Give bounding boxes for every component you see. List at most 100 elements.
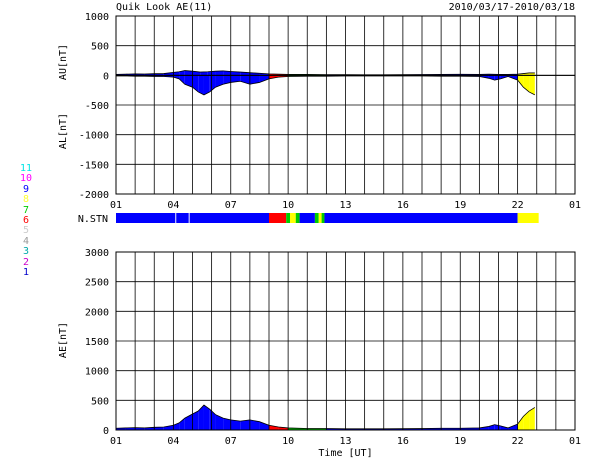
y-tick-label: -500 (85, 101, 109, 112)
ae-area (517, 416, 524, 430)
y-tick-label: 1000 (85, 367, 109, 378)
ae-area (163, 425, 174, 430)
x-tick-label: 13 (339, 436, 351, 447)
au-al-marks (115, 70, 536, 96)
y-tick-label: -2000 (79, 190, 109, 201)
station-legend-entry: 6 (22, 215, 30, 227)
au-area (230, 71, 241, 76)
ae-area (230, 419, 241, 430)
al-area (249, 75, 260, 85)
x-tick-label: 10 (282, 436, 294, 447)
ae-area (192, 411, 199, 430)
ae-area-outline (115, 404, 536, 430)
au-area (215, 70, 224, 76)
x-tick-label: 01 (110, 200, 122, 211)
plot-frame (115, 15, 576, 195)
y-tick-label: 3000 (85, 248, 109, 259)
al-area (184, 75, 193, 88)
station-legend-entry: 9 (22, 183, 30, 195)
au-axis-label: AU[nT] (58, 44, 69, 80)
x-tick-label: 13 (339, 200, 351, 211)
y-tick-label: 0 (103, 71, 109, 82)
al-area-outline (116, 75, 536, 96)
x-axis-label: Time [UT] (318, 448, 372, 459)
ae-area (223, 418, 231, 430)
ae-area (215, 414, 224, 430)
au-area (223, 70, 231, 76)
al-area (215, 75, 224, 88)
y-tick-label: 0 (103, 426, 109, 437)
al-area (198, 75, 204, 95)
al-area (209, 75, 216, 92)
station-legend-entry: 3 (22, 246, 30, 258)
station-legend-entry: 5 (22, 225, 30, 237)
station-segment (189, 213, 269, 223)
ae-area (488, 424, 495, 430)
station-segment (290, 213, 296, 223)
x-tick-label: 07 (225, 200, 237, 211)
x-tick-label: 19 (454, 200, 466, 211)
ae-area (479, 426, 489, 430)
ae-area (523, 411, 530, 430)
ae-axis-label: AE[nT] (58, 322, 69, 358)
ae-area (500, 425, 509, 430)
al-area (179, 75, 185, 85)
ae-area (154, 427, 164, 430)
au-area (173, 71, 180, 76)
station-segment (324, 213, 518, 223)
station-segment (299, 213, 315, 223)
x-tick-label: 16 (397, 436, 409, 447)
ae-area (198, 405, 204, 430)
station-segment (269, 213, 287, 223)
station-segment (318, 213, 322, 223)
x-tick-label: 22 (512, 436, 524, 447)
x-tick-label: 01 (569, 436, 581, 447)
au-area (200, 71, 208, 76)
y-tick-label: -1500 (79, 160, 109, 171)
station-legend-entry: 4 (22, 235, 30, 247)
al-area (488, 75, 495, 81)
station-legend-entry: 2 (22, 256, 30, 268)
station-legend-entry: 7 (22, 204, 30, 216)
au-area-outline (115, 70, 535, 76)
station-segment (517, 213, 539, 223)
station-segment (286, 213, 291, 223)
chart-title: Quik Look AE(11) (116, 2, 212, 13)
au-area (184, 70, 193, 76)
al-area (173, 75, 180, 79)
station-segment (176, 213, 189, 223)
al-area (192, 75, 199, 92)
station-count-panel: N.STN (78, 213, 539, 225)
station-segment (314, 213, 319, 223)
x-tick-label: 22 (512, 200, 524, 211)
x-tick-label: 04 (167, 436, 179, 447)
y-tick-label: 1500 (85, 337, 109, 348)
station-segment (116, 213, 176, 223)
date-range: 2010/03/17-2010/03/18 (449, 2, 575, 13)
x-tick-label: 01 (110, 436, 122, 447)
y-tick-label: 1000 (85, 12, 109, 23)
al-area (529, 75, 535, 95)
ae-area (494, 424, 501, 430)
station-segment (295, 213, 300, 223)
al-area (517, 75, 524, 88)
al-area (259, 75, 269, 83)
station-bar-label: N.STN (78, 214, 108, 225)
x-tick-label: 01 (569, 200, 581, 211)
x-tick-label: 04 (167, 200, 179, 211)
station-legend-entry: 8 (22, 194, 30, 206)
x-tick-label: 07 (225, 436, 237, 447)
y-tick-label: 2500 (85, 278, 109, 289)
ae-marks (115, 404, 536, 430)
y-tick-label: 500 (91, 396, 109, 407)
au-area (529, 72, 535, 76)
plot-frame (115, 251, 576, 431)
ae-area (179, 418, 185, 430)
ae-area (259, 421, 269, 430)
station-legend-entry: 1 (22, 267, 30, 279)
al-area (523, 75, 530, 92)
station-legend-entry: 11 (19, 163, 33, 174)
y-tick-label: 2000 (85, 307, 109, 318)
